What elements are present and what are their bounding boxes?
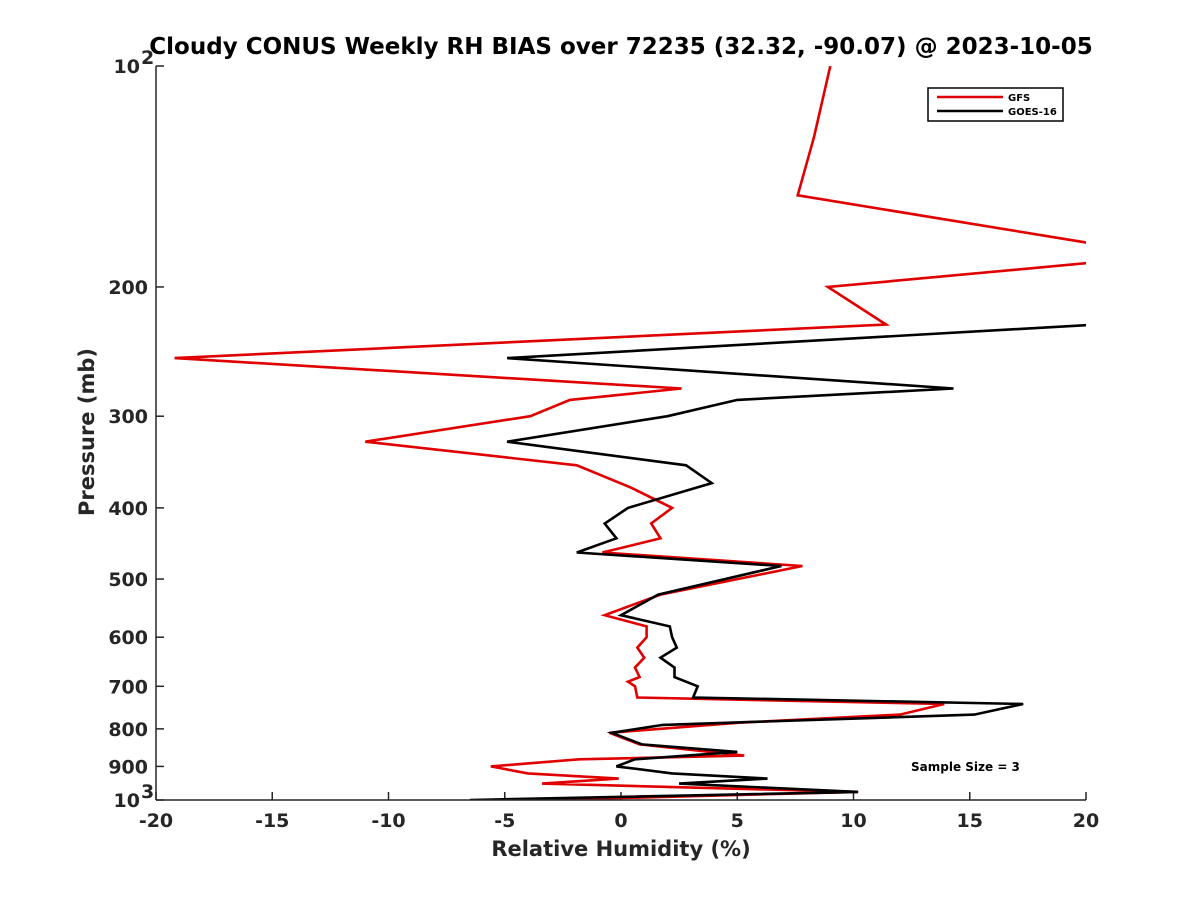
x-tick-label: 20	[1073, 810, 1099, 832]
series-lines	[174, 66, 1086, 800]
y-tick-label: 500	[108, 569, 148, 591]
y-tick-label: 900	[108, 756, 148, 778]
y-tick-label: 600	[108, 627, 148, 649]
x-axis-label: Relative Humidity (%)	[491, 837, 750, 861]
legend-gfs-label: GFS	[1008, 93, 1030, 104]
x-tick-label: -5	[494, 810, 515, 832]
x-tick-label: -10	[371, 810, 405, 832]
y-tick-label: 10	[114, 56, 140, 78]
x-tick-label: 10	[840, 810, 866, 832]
y-tick-label: 10	[114, 790, 140, 812]
legend-box	[927, 87, 1064, 122]
goes16-line	[469, 323, 1086, 800]
y-tick-label: 800	[108, 719, 148, 741]
y-tick-label: 700	[108, 676, 148, 698]
y-tick-exponent: 2	[141, 47, 154, 69]
x-tick-label: -20	[139, 810, 173, 832]
x-tick-label: -15	[255, 810, 289, 832]
chart-title: Cloudy CONUS Weekly RH BIAS over 72235 (…	[149, 34, 1092, 60]
x-tick-label: 5	[731, 810, 744, 832]
y-tick-label: 300	[108, 406, 148, 428]
y-tick-label: 200	[108, 277, 148, 299]
x-axis: -20 -15 -10 -5 0 5 10 15 20	[139, 792, 1099, 832]
y-tick-exponent: 3	[141, 781, 154, 803]
legend-goes16-label: GOES-16	[1008, 107, 1057, 118]
y-tick-label: 400	[108, 498, 148, 520]
gfs-line	[174, 66, 1086, 800]
sample-size-annotation: Sample Size = 3	[911, 760, 1020, 774]
x-tick-label: 15	[957, 810, 983, 832]
x-tick-label: 0	[614, 810, 627, 832]
legend: GFS GOES-16	[927, 87, 1064, 122]
y-axis-label: Pressure (mb)	[75, 348, 99, 516]
